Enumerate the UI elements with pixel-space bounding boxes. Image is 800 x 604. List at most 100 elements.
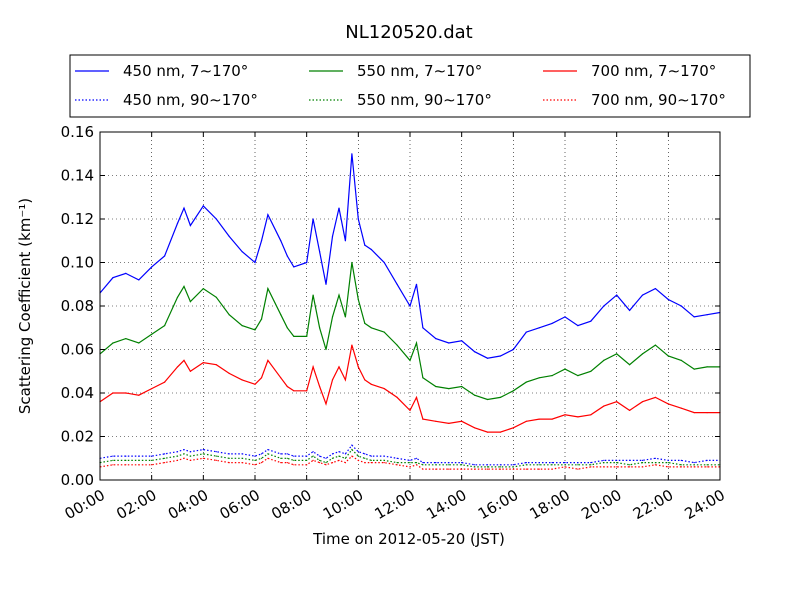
legend-label: 550 nm, 90∼170° [357,91,492,109]
data-point [254,261,256,264]
data-point [151,266,153,268]
data-point [448,468,450,470]
data-point [228,314,230,316]
data-point [286,327,288,329]
data-point [461,385,463,388]
data-point [422,462,424,464]
data-point [183,285,185,287]
data-point [293,455,295,457]
data-point [112,392,114,394]
data-point [383,388,385,390]
data-point [351,261,353,264]
data-point [525,468,527,470]
data-point [364,462,366,464]
data-point [538,462,540,464]
data-point [189,224,191,227]
legend-box [69,54,751,118]
data-point [319,327,321,329]
data-point [228,235,230,237]
data-point [551,418,553,420]
data-point [422,418,424,420]
axis-ticks: 0.00 0.02 0.04 0.06 0.08 0.10 0.12 0.14 0.16 00:0… [61,123,728,523]
data-point [415,464,418,466]
data-point [280,240,282,242]
data-point [641,462,644,464]
data-point [351,444,353,446]
data-point [409,462,411,464]
data-point [215,364,217,366]
data-point [267,457,269,459]
data-point [680,464,682,466]
data-point [215,218,217,220]
data-point [680,407,682,409]
data-point [267,214,269,216]
data-point [189,301,191,303]
data-point [577,468,579,470]
data-point [641,294,644,296]
data-point [603,459,605,461]
legend-label: 450 nm, 90∼170° [123,91,258,109]
data-point [260,318,263,320]
x-tick-label: 20:00 [578,486,624,523]
data-point [486,431,489,433]
data-point [183,457,185,459]
data-point [590,462,592,464]
x-tick-label: 08:00 [268,486,314,523]
data-point [125,272,127,274]
data-point [325,462,327,464]
data-point [325,464,327,466]
data-point [396,464,398,466]
data-point [525,331,527,333]
data-point [422,327,424,329]
data-point [706,366,708,368]
data-point [474,351,476,353]
data-point [486,357,489,359]
data-point [680,459,682,461]
data-point [564,462,566,464]
data-point [370,462,372,464]
data-point [474,466,476,468]
data-point [138,394,140,396]
data-point [112,459,114,461]
data-point [138,459,140,461]
data-point [383,455,385,457]
data-point [629,459,631,461]
data-point [667,355,669,357]
data-point [280,377,282,379]
data-point [338,207,340,209]
data-point [306,455,308,457]
data-point [176,459,179,461]
data-point [280,462,282,464]
data-point [512,466,514,468]
data-point [319,455,321,457]
data-point [202,288,204,290]
data-point [409,305,411,307]
data-point [125,459,127,461]
data-point [228,372,230,374]
data-point [422,377,424,379]
y-tick-label: 0.00 [61,471,94,489]
data-point [641,466,644,468]
data-point [254,455,256,457]
data-point [499,431,501,433]
data-point [603,305,605,307]
data-point [693,412,695,414]
data-point [415,342,418,344]
data-point [654,396,657,398]
data-point [577,325,579,327]
data-point [151,333,153,335]
data-point [629,464,631,466]
data-point [564,466,566,468]
data-point [448,342,450,344]
data-point [415,396,418,398]
data-point [370,455,372,457]
data-point [357,366,359,368]
data-point [344,240,346,242]
data-point [254,383,256,385]
data-point [590,320,592,322]
data-point [319,385,321,388]
data-point [138,279,140,281]
data-point [164,457,166,459]
